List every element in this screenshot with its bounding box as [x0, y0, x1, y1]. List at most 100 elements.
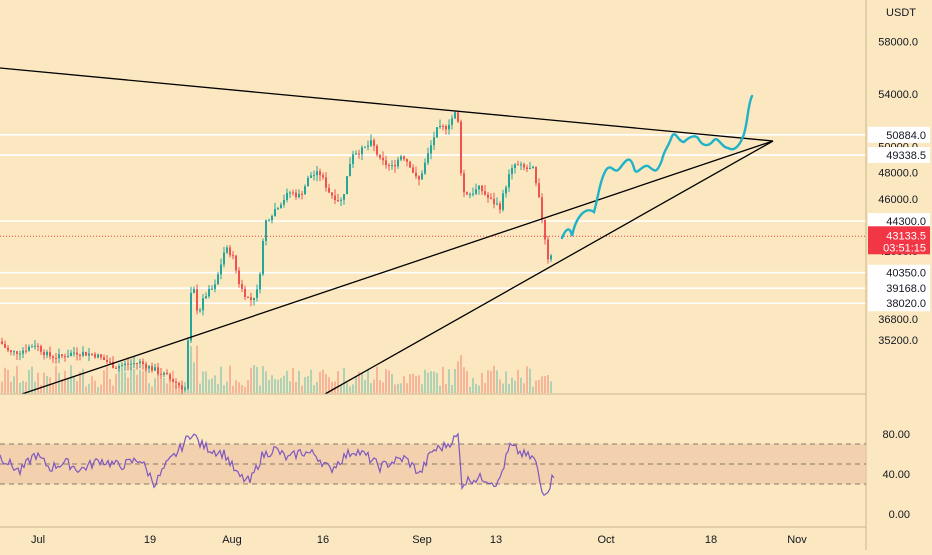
candle-body: [271, 216, 273, 221]
candle-body: [97, 354, 99, 358]
current-price-box: [868, 226, 930, 255]
candle-body: [385, 160, 387, 166]
volume-bar: [448, 369, 450, 393]
candle-body: [205, 296, 207, 299]
volume-bar: [283, 375, 285, 393]
volume-bar: [229, 365, 231, 393]
volume-bar: [205, 371, 207, 393]
volume-bar: [391, 373, 393, 393]
volume-bar: [268, 379, 270, 393]
volume-bar: [118, 367, 120, 393]
volume-bar: [130, 366, 132, 393]
candle-body: [286, 192, 288, 200]
candle-body: [31, 346, 33, 348]
level-label-box: [868, 295, 930, 312]
candle-body: [103, 357, 105, 361]
volume-bar: [55, 365, 57, 393]
volume-bar: [13, 376, 15, 393]
candle-body: [511, 167, 513, 175]
level-label: 50884.0: [886, 130, 926, 142]
candle-body: [544, 219, 546, 240]
candle-body: [514, 164, 516, 168]
candle-body: [88, 353, 90, 356]
candle-body: [370, 140, 372, 146]
candle-body: [481, 185, 483, 192]
candle-body: [22, 350, 24, 354]
time-axis: Jul 19 Aug 16 Sep 13 Oct 18 Nov: [31, 534, 807, 546]
candle-body: [484, 191, 486, 195]
candle-body: [232, 255, 234, 257]
volume-bar: [67, 379, 69, 393]
candle-body: [40, 346, 42, 352]
candle-body: [418, 176, 420, 180]
volume-bar: [379, 380, 381, 393]
candle-body: [118, 366, 120, 369]
candle-body: [178, 383, 180, 386]
candle-body: [145, 363, 147, 369]
time-tick-label: 18: [705, 534, 717, 546]
volume-bar: [532, 386, 534, 393]
volume-bar: [223, 385, 225, 393]
level-label: 44300.0: [886, 216, 926, 228]
volume-bar: [541, 376, 543, 393]
countdown-label: 03:51:15: [883, 242, 926, 254]
candle-body: [199, 310, 201, 312]
candle-body: [226, 247, 228, 253]
time-tick-label: 13: [490, 534, 502, 546]
candle-body: [490, 197, 492, 199]
volume-bar: [34, 381, 36, 393]
candle-body: [85, 351, 87, 356]
candle-body: [364, 146, 366, 148]
volume-bar: [370, 383, 372, 393]
volume-bar: [109, 379, 111, 393]
volume-bar: [481, 372, 483, 393]
volume-bar: [397, 383, 399, 393]
candle-body: [217, 274, 219, 285]
volume-bar: [115, 373, 117, 393]
candle-body: [67, 355, 69, 358]
volume-bar: [217, 383, 219, 393]
candle-body: [28, 346, 30, 351]
candle-body: [229, 247, 231, 256]
time-tick-label: Jul: [31, 534, 45, 546]
candle-body: [280, 204, 282, 209]
volume-bar: [355, 376, 357, 393]
rsi-line: [0, 432, 555, 497]
candle-body: [469, 194, 471, 196]
volume-bar: [508, 384, 510, 393]
volume-bar: [238, 382, 240, 393]
volume-bar: [382, 382, 384, 393]
volume-bar: [421, 384, 423, 393]
volume-bar: [190, 346, 192, 393]
price-tick-label: 48000.0: [878, 168, 918, 180]
volume-bar: [292, 367, 294, 393]
candle-body: [526, 167, 528, 170]
level-label: 39168.0: [886, 283, 926, 295]
candle-body: [532, 166, 534, 168]
candle-body: [223, 252, 225, 265]
volume-bar: [496, 370, 498, 393]
candle-body: [259, 274, 261, 290]
volume-bar: [163, 377, 165, 393]
candle-body: [412, 167, 414, 173]
candle-body: [112, 361, 114, 368]
candle-body: [238, 270, 240, 285]
volume-bar: [409, 374, 411, 393]
level-label: 49338.5: [886, 150, 926, 162]
candle-body: [457, 112, 459, 122]
candle-body: [424, 162, 426, 174]
candle-body: [541, 197, 543, 220]
volume-bar: [316, 381, 318, 393]
volume-bar: [148, 383, 150, 393]
volume-bar: [451, 384, 453, 393]
volume-bar: [415, 375, 417, 393]
candle-body: [298, 193, 300, 198]
volume-bar: [16, 365, 18, 393]
candle-body: [190, 292, 192, 341]
volume-bar: [271, 375, 273, 393]
time-tick-label: Nov: [787, 534, 807, 546]
candle-body: [499, 203, 501, 210]
candle-body: [397, 159, 399, 167]
